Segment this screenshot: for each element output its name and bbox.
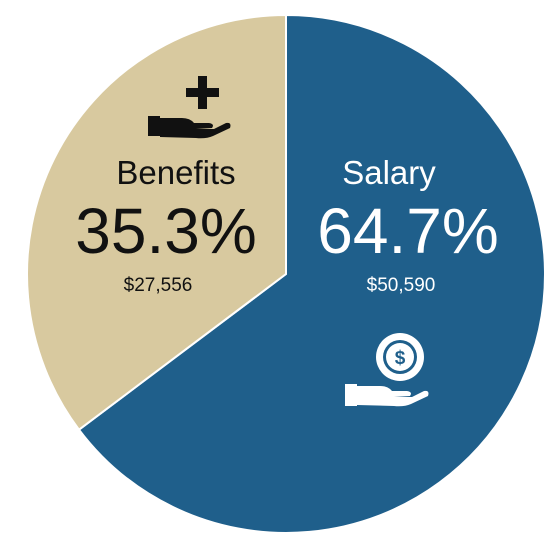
benefits-percent: 35.3% (75, 195, 257, 267)
svg-text:$: $ (395, 348, 406, 369)
salary-percent: 64.7% (317, 195, 499, 267)
benefits-amount: $27,556 (123, 275, 193, 296)
pie-slice-salary (77, 13, 546, 534)
salary-amount: $50,590 (366, 275, 436, 296)
money-hand-icon: $ (345, 333, 429, 407)
benefits-label: Benefits (116, 154, 236, 191)
salary-label: Salary (342, 154, 436, 191)
pie-slice-benefits (26, 13, 287, 432)
medical-hand-icon (148, 76, 231, 139)
